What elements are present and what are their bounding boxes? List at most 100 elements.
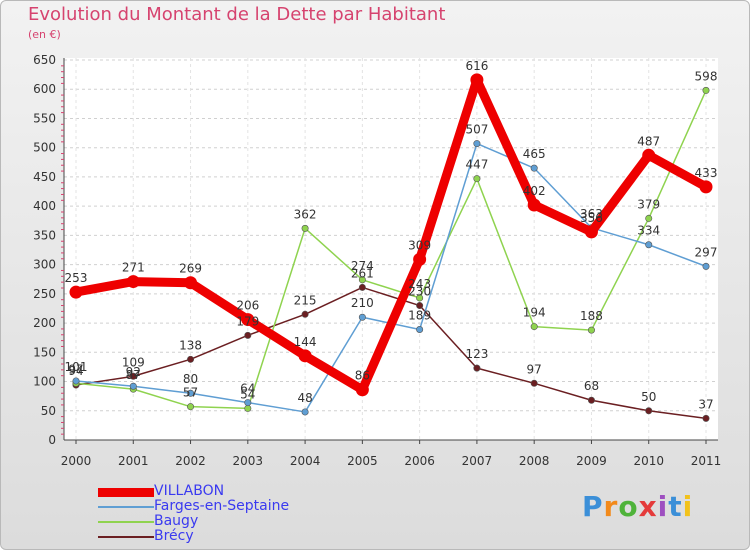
data-label: 64 — [240, 382, 255, 396]
data-label: 487 — [637, 134, 660, 148]
data-label: 465 — [523, 147, 546, 161]
data-label: 48 — [297, 391, 312, 405]
data-label: 215 — [294, 293, 317, 307]
data-point — [244, 399, 252, 407]
data-label: 144 — [294, 335, 317, 349]
x-tick-label: 2003 — [233, 454, 264, 468]
x-tick-label: 2011 — [691, 454, 722, 468]
data-label: 86 — [355, 369, 370, 383]
data-point — [129, 382, 137, 390]
series-line-0 — [71, 75, 711, 395]
data-label: 87 — [126, 368, 141, 382]
data-label: 230 — [408, 285, 431, 299]
data-label: 271 — [122, 261, 145, 275]
data-label: 269 — [179, 262, 202, 276]
legend-label: VILLABON — [154, 483, 225, 499]
data-point — [645, 214, 653, 222]
data-point — [473, 175, 481, 183]
data-label: 243 — [408, 277, 431, 291]
data-point — [587, 326, 595, 334]
y-tick-label: 450 — [33, 170, 56, 184]
grid-lines — [64, 58, 718, 441]
data-label: 362 — [294, 207, 317, 221]
data-label: 210 — [351, 296, 374, 310]
data-point — [413, 252, 427, 266]
data-label: 50 — [641, 390, 656, 404]
data-point — [416, 326, 424, 334]
data-label: 97 — [68, 362, 83, 376]
data-point — [702, 262, 710, 270]
legend-label: Farges-en-Septaine — [154, 498, 290, 514]
data-label: 94 — [68, 364, 83, 378]
y-tick-label: 500 — [33, 141, 56, 155]
series-group — [69, 73, 713, 422]
data-point — [645, 241, 653, 249]
data-point — [241, 313, 255, 327]
data-point — [244, 331, 252, 339]
x-tick-label: 2010 — [633, 454, 664, 468]
data-label: 433 — [695, 166, 718, 180]
data-label: 188 — [580, 309, 603, 323]
x-tick-label: 2009 — [576, 454, 607, 468]
data-label: 447 — [465, 158, 488, 172]
data-label: 189 — [408, 309, 431, 323]
data-label: 356 — [580, 211, 603, 225]
data-point — [184, 276, 198, 290]
y-tick-label: 250 — [33, 287, 56, 301]
data-label: 68 — [584, 379, 599, 393]
data-point — [470, 73, 484, 87]
legend-label: Brécy — [154, 528, 194, 544]
y-tick-label: 650 — [33, 53, 56, 67]
data-label: 334 — [637, 224, 660, 238]
legend-swatch — [98, 488, 154, 497]
x-tick-label: 2002 — [175, 454, 206, 468]
logo-letter: o — [618, 490, 639, 523]
y-tick-label: 0 — [48, 433, 56, 447]
data-point — [473, 140, 481, 148]
data-point — [587, 396, 595, 404]
plot-area — [64, 58, 718, 440]
data-point — [301, 224, 309, 232]
legend-swatch — [98, 506, 154, 508]
data-point — [416, 302, 424, 310]
logo-letter: r — [603, 490, 619, 523]
data-label: 92 — [126, 365, 141, 379]
data-point — [530, 323, 538, 331]
data-label: 363 — [580, 207, 603, 221]
x-tick-label: 2004 — [290, 454, 321, 468]
x-tick-label: 2001 — [118, 454, 149, 468]
data-point — [187, 389, 195, 397]
chart-title: Evolution du Montant de la Dette par Hab… — [28, 4, 446, 25]
y-tick-label: 400 — [33, 199, 56, 213]
data-point — [702, 414, 710, 422]
data-label: 97 — [527, 362, 542, 376]
y-tick-label: 550 — [33, 111, 56, 125]
data-point — [244, 404, 252, 412]
data-label: 253 — [65, 271, 88, 285]
data-label: 80 — [183, 372, 198, 386]
data-point — [645, 407, 653, 415]
data-point — [416, 294, 424, 302]
data-label: 54 — [240, 387, 255, 401]
data-label: 379 — [637, 197, 660, 211]
data-point — [126, 275, 140, 289]
logo-letter: P — [582, 490, 604, 523]
data-label: 109 — [122, 355, 145, 369]
logo-letter: t — [668, 490, 683, 523]
x-tick-label: 2007 — [462, 454, 493, 468]
data-label: 297 — [695, 245, 718, 259]
logo-letter: x — [638, 490, 658, 523]
data-point — [527, 198, 541, 212]
y-tick-label: 100 — [33, 375, 56, 389]
data-point — [72, 377, 80, 385]
y-tick-label: 150 — [33, 345, 56, 359]
data-label: 598 — [695, 69, 718, 83]
y-tick-label: 300 — [33, 258, 56, 272]
data-label: 194 — [523, 306, 546, 320]
data-point — [301, 408, 309, 416]
data-label: 37 — [698, 397, 713, 411]
legend-label: Baugy — [154, 513, 199, 529]
data-label: 57 — [183, 386, 198, 400]
logo-letter: i — [682, 490, 694, 523]
